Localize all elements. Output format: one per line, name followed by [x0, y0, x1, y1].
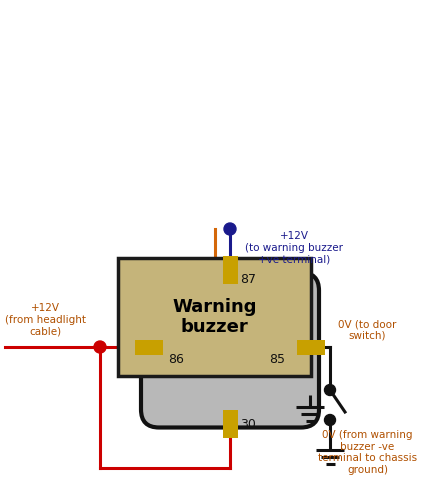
Circle shape — [94, 341, 106, 353]
Text: 86: 86 — [168, 353, 184, 366]
Text: 30: 30 — [240, 417, 256, 430]
Text: 0V (to door
switch): 0V (to door switch) — [338, 319, 396, 341]
Bar — [118, 258, 311, 376]
Bar — [223, 410, 238, 438]
FancyBboxPatch shape — [141, 272, 319, 427]
Text: Warning
buzzer: Warning buzzer — [172, 298, 257, 337]
Text: +12V
(to warning buzzer
+ve terminal): +12V (to warning buzzer +ve terminal) — [245, 232, 343, 264]
Text: 85: 85 — [269, 353, 285, 366]
Text: 87: 87 — [240, 272, 256, 285]
Circle shape — [224, 223, 236, 235]
Circle shape — [324, 384, 335, 395]
Bar — [297, 340, 325, 355]
Bar — [223, 256, 238, 284]
Text: +12V
(from headlight
cable): +12V (from headlight cable) — [5, 303, 86, 337]
Bar — [135, 340, 163, 355]
Circle shape — [324, 414, 335, 425]
Text: 0V (from warning
buzzer -ve
terminal to chassis
ground): 0V (from warning buzzer -ve terminal to … — [318, 430, 417, 475]
